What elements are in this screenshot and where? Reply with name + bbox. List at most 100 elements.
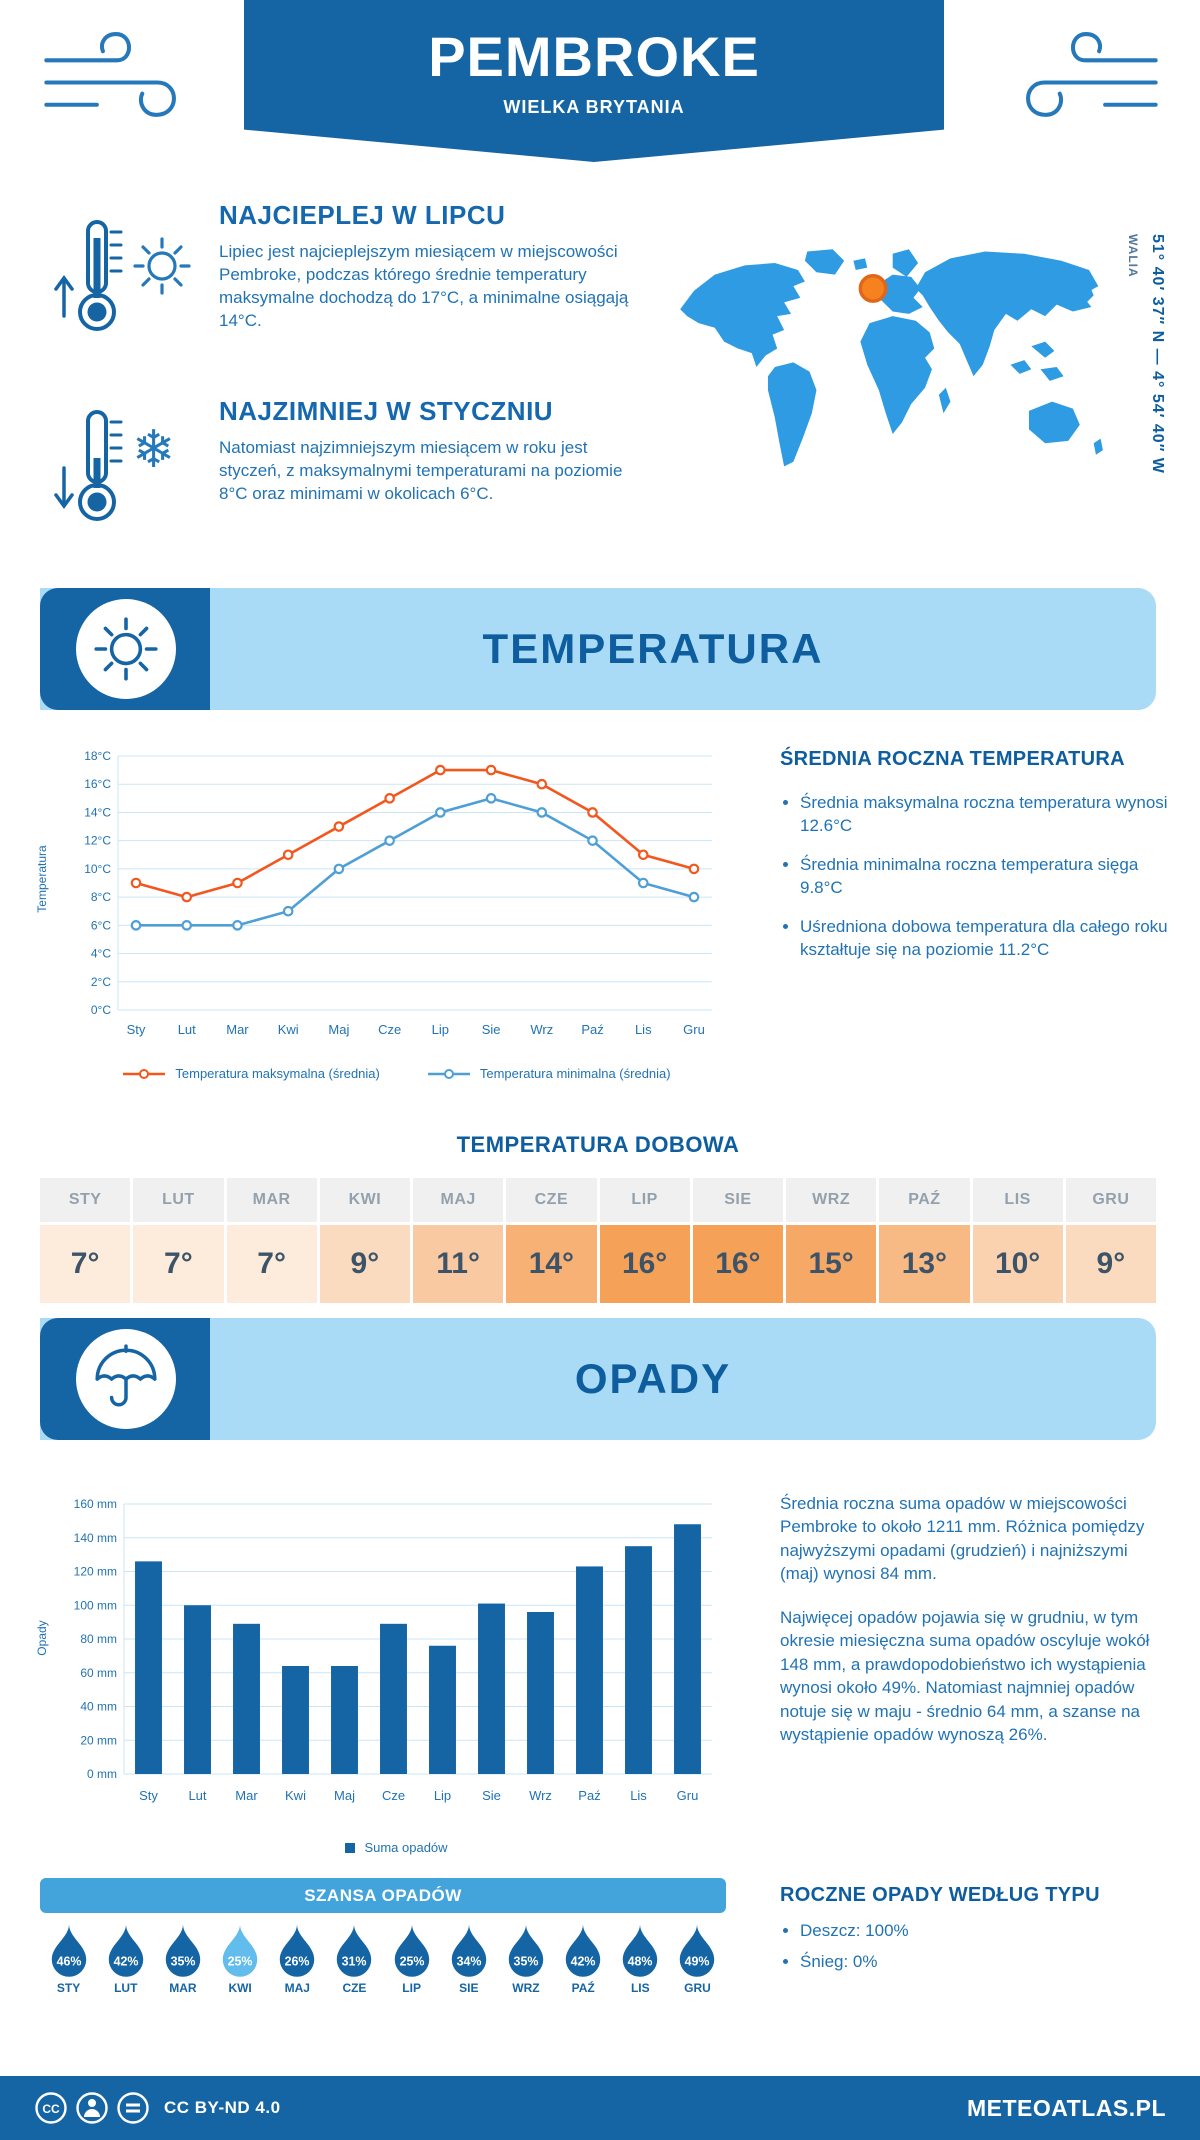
svg-text:20 mm: 20 mm [80,1733,117,1747]
svg-text:Lip: Lip [432,1022,449,1037]
daily-table-month: GRU [1065,1178,1156,1222]
legend-label-sum: Suma opadów [364,1840,448,1855]
daily-table-value: 7° [133,1225,224,1303]
bar [429,1645,456,1774]
bar [576,1566,603,1774]
daily-table-value: 14° [506,1225,597,1303]
location-marker [858,274,888,303]
svg-text:140 mm: 140 mm [74,1531,117,1545]
svg-text:Kwi: Kwi [285,1788,306,1803]
bar [233,1623,260,1774]
bullet: Śnieg: 0% [800,1951,1170,1974]
svg-text:6°C: 6°C [91,918,111,932]
droplet-icon: 35% [165,1924,201,1977]
daily-table-value: 11° [413,1225,504,1303]
rain-chance-month: LIS [630,1981,650,1995]
svg-text:Sie: Sie [482,1022,501,1037]
svg-text:Gru: Gru [683,1022,705,1037]
bar [625,1546,652,1774]
svg-text:Lis: Lis [635,1022,652,1037]
precipitation-paragraph: Średnia roczna suma opadów w miejscowośc… [780,1494,1145,1584]
rain-chance-month: WRZ [512,1981,540,1995]
daily-table-month: KWI [319,1178,410,1222]
daily-table-month: STY [40,1178,131,1222]
rain-chance-month: KWI [228,1981,252,1995]
svg-text:25%: 25% [399,1954,424,1968]
svg-text:Cze: Cze [382,1788,405,1803]
coldest-text: Natomiast najzimniejszym miesiącem w rok… [219,438,623,503]
daily-table-month: MAR [226,1178,317,1222]
svg-text:49%: 49% [685,1954,710,1968]
precipitation-paragraph: Najwięcej opadów pojawia się w grudniu, … [780,1607,1150,1745]
svg-text:Mar: Mar [226,1022,249,1037]
droplet-icon: 35% [508,1924,544,1977]
banner-icon-circle [76,599,176,699]
svg-text:42%: 42% [113,1954,138,1968]
daily-table-value: 9° [319,1225,410,1303]
precip-chart-ylabel: Opady [35,1620,49,1656]
rain-chance-item: 42% PAŹ [555,1922,612,1995]
thermometer-up-icon [54,220,123,331]
svg-text:12°C: 12°C [84,834,111,848]
precipitation-bar-chart: 0 mm 20 mm 40 mm 60 mm 80 mm 100 mm 120 mm 140 … [74,1497,712,1803]
svg-text:Wrz: Wrz [530,1022,553,1037]
map-region-label: WALIA [1126,234,1140,278]
precipitation-section-banner: OPADY [40,1318,1156,1440]
rain-chance-month: PAŹ [571,1981,595,1995]
license-label: CC BY-ND 4.0 [164,2098,281,2117]
svg-text:100 mm: 100 mm [74,1598,117,1612]
svg-text:34%: 34% [456,1954,481,1968]
svg-text:Paź: Paź [578,1788,600,1803]
daily-table-value: 7° [226,1225,317,1303]
temperature-line-chart: 0°C 2°C 4°C 6°C 8°C 10°C 12°C 14°C 16°C 18°C Sty Lu… [84,749,712,1037]
droplet-icon: 42% [565,1924,601,1977]
svg-text:Cze: Cze [378,1022,401,1037]
wind-icon [44,32,176,117]
no-derivatives-icon [117,2092,149,2124]
daily-table-value: 10° [972,1225,1063,1303]
snowflake-icon: ❄ [132,421,176,479]
rain-chance-item: 46% STY [40,1922,97,1995]
droplet-icon: 48% [623,1924,658,1977]
daily-table-month: WRZ [786,1178,877,1222]
license-icons: CC [34,2091,150,2125]
daily-table-value: 15° [786,1225,877,1303]
avg-temperature-bullets: Średnia maksymalna roczna temperatura wy… [780,792,1170,978]
cc-icon: CC [35,2092,67,2124]
svg-text:2°C: 2°C [91,975,111,989]
svg-text:42%: 42% [571,1954,596,1968]
thermometer-down-icon [54,410,123,521]
precipitation-type-title: ROCZNE OPADY WEDŁUG TYPU [780,1884,1100,1906]
rain-chance-month: MAJ [284,1981,310,1995]
daily-table-month: PAŹ [879,1178,970,1222]
bullet: Średnia maksymalna roczna temperatura wy… [800,792,1170,838]
sun-icon [133,237,191,295]
page-title: PEMBROKE [428,25,760,88]
droplet-icon: 25% [222,1924,258,1977]
rain-chance-item: 42% LUT [97,1922,154,1995]
daily-table-value: 7° [40,1225,131,1303]
coldest-title: NAJZIMNIEJ W STYCZNIU [219,396,554,426]
umbrella-icon [95,1344,157,1407]
bar [674,1524,701,1774]
bar [282,1666,309,1774]
warmest-title: NAJCIEPLEJ W LIPCU [219,200,506,230]
bullet: Średnia minimalna roczna temperatura się… [800,854,1170,900]
rain-chance-item: 25% LIP [383,1922,440,1995]
header-banner: PEMBROKE WIELKA BRYTANIA [244,0,944,162]
rain-chance-item: 48% LIS [612,1922,669,1995]
rain-chance-item: 49% GRU [669,1922,726,1995]
svg-text:25%: 25% [228,1954,253,1968]
svg-text:Mar: Mar [235,1788,258,1803]
svg-text:Sie: Sie [482,1788,501,1803]
droplet-icon: 34% [451,1924,486,1977]
wind-icon [1026,32,1158,117]
precipitation-type-bullets: Deszcz: 100% Śnieg: 0% [780,1920,1170,1990]
svg-text:Gru: Gru [677,1788,699,1803]
rain-chance-month: SIE [459,1981,479,1995]
temperature-section-banner: TEMPERATURA [40,588,1156,710]
rain-chance-item: 34% SIE [440,1922,497,1995]
precip-chart-legend: Suma opadów [66,1840,726,1855]
daily-table-month: MAJ [413,1178,504,1222]
rain-chance-item: 35% MAR [154,1922,211,1995]
